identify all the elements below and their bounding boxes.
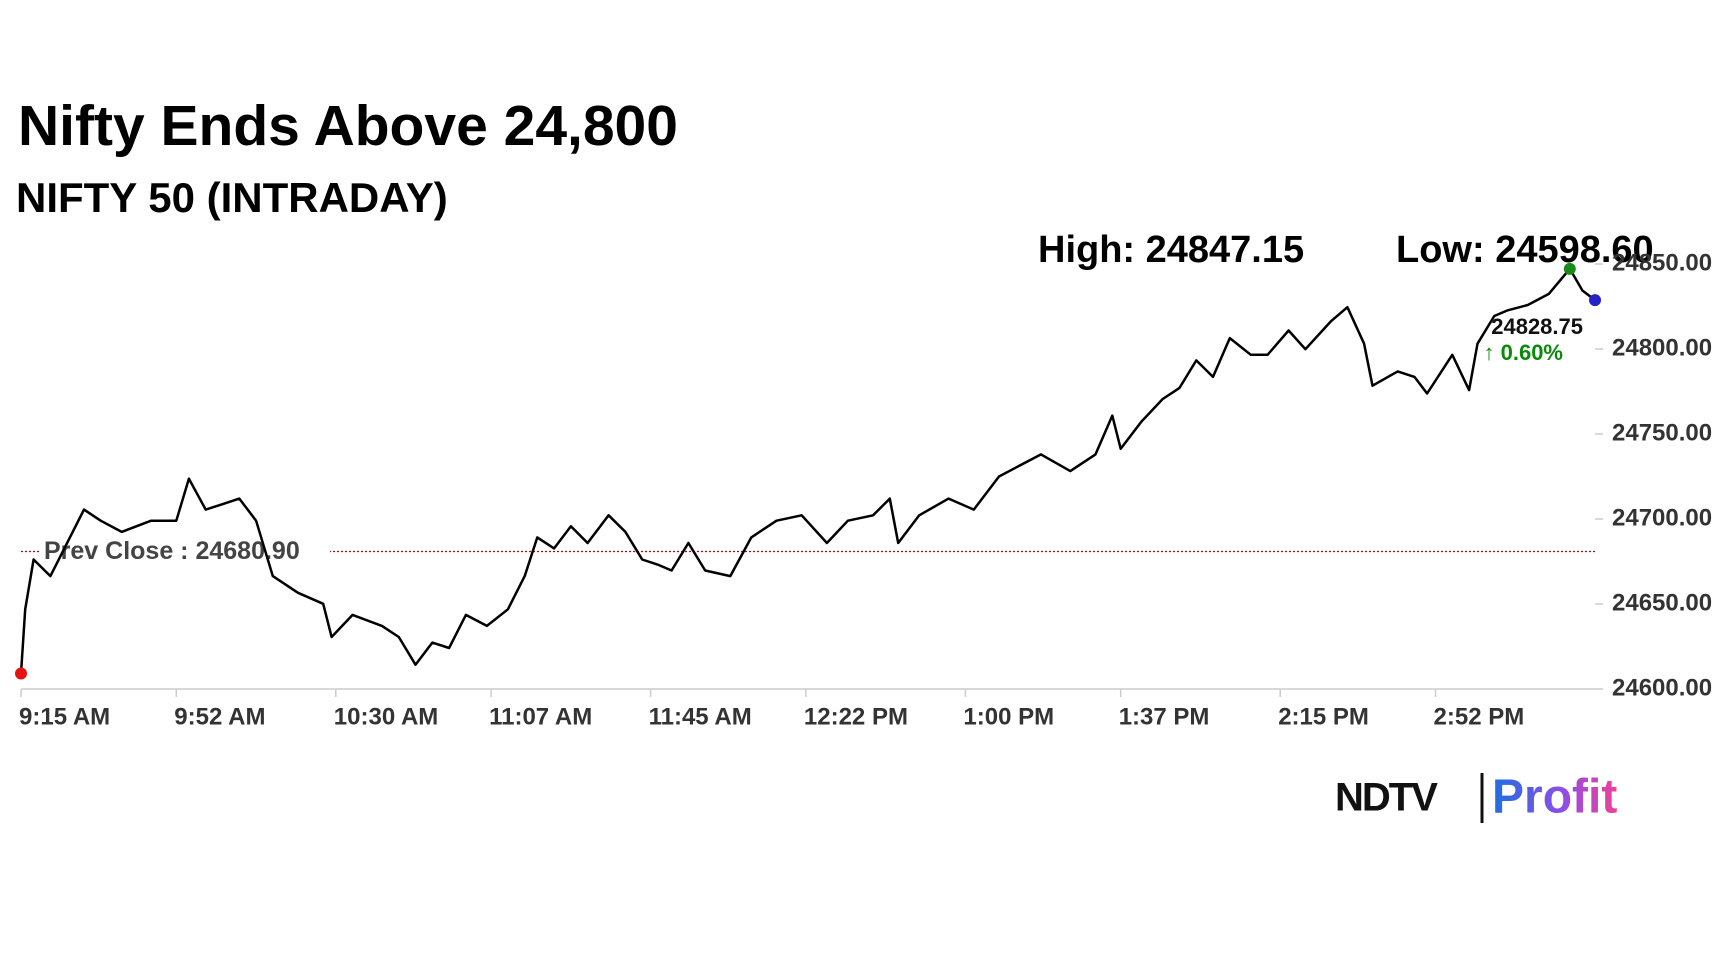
high-label: High: 24847.15 bbox=[1038, 229, 1304, 271]
x-tick-label: 9:52 AM bbox=[174, 703, 265, 730]
change-label: ↑ 0.60% bbox=[1484, 340, 1564, 365]
open-marker bbox=[15, 667, 27, 680]
x-tick-label: 11:07 AM bbox=[489, 703, 592, 730]
x-tick-label: 1:37 PM bbox=[1119, 703, 1210, 730]
last-marker bbox=[1589, 294, 1601, 307]
high-marker bbox=[1563, 262, 1576, 275]
logo-profit: Profit bbox=[1492, 771, 1617, 824]
logo-ndtv: NDTV bbox=[1335, 776, 1438, 820]
y-tick-label: 24700.00 bbox=[1612, 504, 1712, 531]
prev-close-label-bg bbox=[40, 535, 330, 568]
last-value-label: 24828.75 bbox=[1491, 314, 1583, 339]
x-tick-label: 11:45 AM bbox=[649, 703, 752, 730]
y-tick-label: 24600.00 bbox=[1612, 674, 1712, 701]
x-tick-label: 12:22 PM bbox=[804, 703, 908, 730]
low-label: Low: 24598.60 bbox=[1396, 229, 1654, 271]
chart-title: Nifty Ends Above 24,800 bbox=[18, 94, 678, 158]
y-tick-label: 24650.00 bbox=[1612, 589, 1712, 616]
y-tick-label: 24850.00 bbox=[1612, 249, 1712, 276]
x-tick-label: 2:15 PM bbox=[1278, 703, 1369, 730]
chart-subtitle: NIFTY 50 (INTRADAY) bbox=[16, 174, 448, 221]
price-line bbox=[19, 267, 1596, 674]
x-tick-label: 1:00 PM bbox=[963, 703, 1054, 730]
prev-close-label: Prev Close : 24680.90 bbox=[44, 537, 300, 565]
y-tick-label: 24800.00 bbox=[1612, 334, 1712, 361]
x-tick-label: 10:30 AM bbox=[334, 703, 438, 730]
x-tick-label: 9:15 AM bbox=[19, 703, 110, 730]
x-tick-label: 2:52 PM bbox=[1434, 703, 1525, 730]
y-tick-label: 24750.00 bbox=[1612, 419, 1712, 446]
